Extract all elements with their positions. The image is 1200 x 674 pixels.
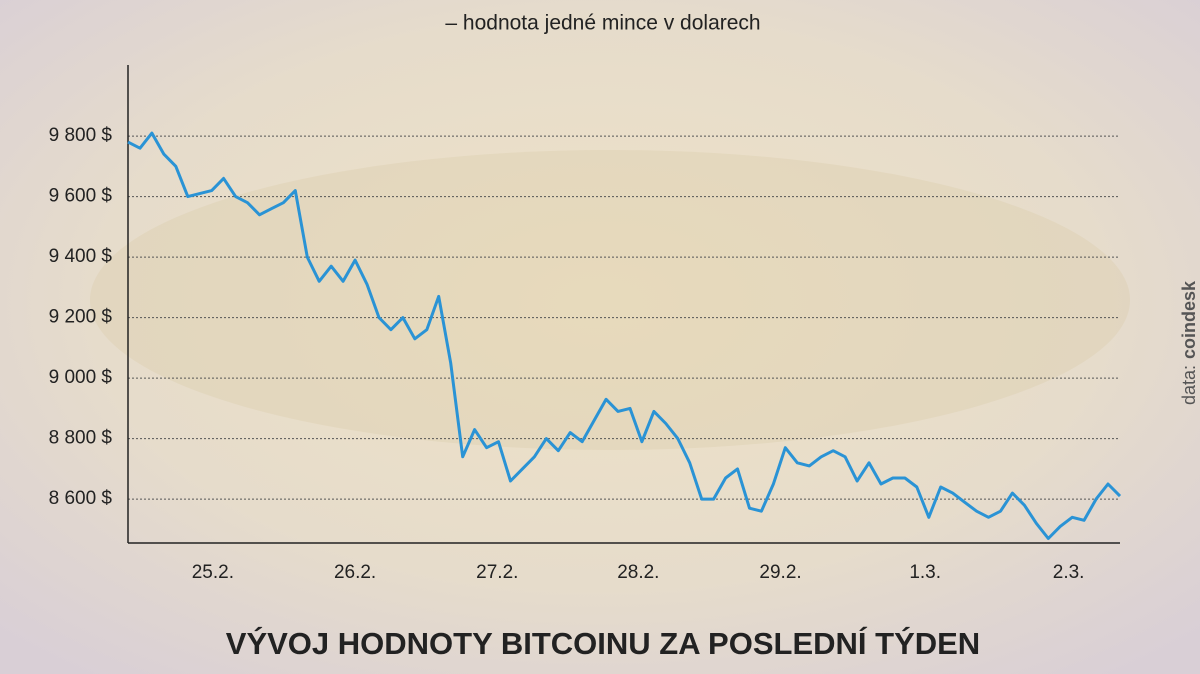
subtitle: – hodnota jedné mince v dolarech <box>445 12 760 35</box>
y-tick-label: 9 200 $ <box>49 307 113 328</box>
x-tick-label: 26.2. <box>334 562 376 583</box>
x-tick-label: 28.2. <box>617 562 659 583</box>
source: data: coindesk <box>1179 280 1199 405</box>
chart-title: VÝVOJ HODNOTY BITCOINU ZA POSLEDNÍ TÝDEN <box>226 626 980 661</box>
x-tick-label: 1.3. <box>909 562 941 583</box>
x-tick-label: 29.2. <box>759 562 801 583</box>
y-tick-label: 8 600 $ <box>49 488 113 509</box>
source-name: coindesk <box>1179 280 1199 359</box>
y-tick-label: 8 800 $ <box>49 428 113 449</box>
x-tick-label: 27.2. <box>476 562 518 583</box>
x-tick-label: 2.3. <box>1053 562 1085 583</box>
coin-decoration <box>90 150 1130 450</box>
source-prefix: data: <box>1179 365 1199 405</box>
x-tick-label: 25.2. <box>192 562 234 583</box>
y-tick-label: 9 000 $ <box>49 367 113 388</box>
price-line <box>127 131 1122 540</box>
y-tick-label: 9 800 $ <box>49 125 113 146</box>
y-tick-label: 9 400 $ <box>49 246 113 267</box>
y-tick-label: 9 600 $ <box>49 186 113 207</box>
